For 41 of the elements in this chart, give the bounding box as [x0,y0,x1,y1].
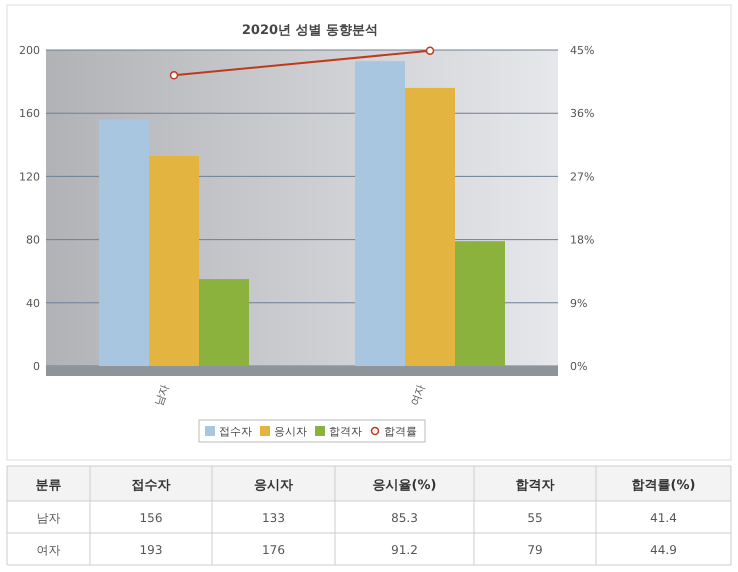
y-tick-label: 120 [19,170,40,184]
chart-title: 2020년 성별 동향분석 [242,23,378,38]
text: 합격자 [516,478,554,493]
data-label: 85.3 [391,511,418,525]
data-label: 156 [140,511,162,525]
data-label: 55 [527,511,543,525]
text: 응시율(%) [372,478,436,493]
y-tick-label: 0 [33,360,40,373]
category-label: 여자 [36,543,60,557]
category-label: 남자 [36,511,60,525]
text: 분류 [36,478,62,493]
y2-tick-label: 9% [570,296,588,310]
data-label: 176 [262,543,285,557]
legend-label: 합격자 [329,425,362,438]
bar [455,241,505,366]
bar [199,279,249,366]
bar [149,156,199,366]
bar [355,61,405,366]
y2-tick-label: 45% [570,44,594,57]
text: 접수자 [132,478,170,493]
data-label: 44.9 [650,543,677,557]
legend-label: 응시자 [274,425,307,438]
data-label: 79 [527,543,543,557]
legend-label: 합격률 [384,425,417,438]
y-tick-label: 80 [26,234,40,247]
legend-label: 접수자 [219,425,252,438]
data-label: 133 [262,511,285,525]
text: 응시자 [254,478,293,493]
text: 합격률(%) [632,478,696,493]
y-tick-label: 40 [26,296,40,310]
bar [99,120,149,366]
y2-tick-label: 0% [570,360,588,373]
data-label: 193 [140,543,162,557]
data-label: 41.4 [650,511,677,525]
bar [405,88,455,366]
data-label: 91.2 [391,543,418,557]
y-tick-label: 160 [19,107,40,120]
y2-tick-label: 27% [570,170,594,184]
y2-tick-label: 36% [570,107,594,120]
y2-tick-label: 18% [570,234,594,247]
y-tick-label: 200 [19,44,40,57]
